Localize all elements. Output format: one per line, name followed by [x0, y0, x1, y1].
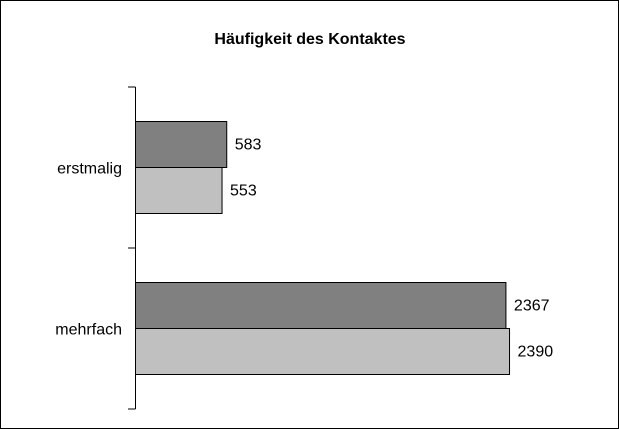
- value-label: 553: [230, 183, 257, 200]
- y-tick-label: erstmalig: [57, 161, 122, 178]
- bar: [135, 282, 507, 329]
- value-label: 2390: [518, 344, 554, 361]
- chart-title: Häufigkeit des Kontaktes: [214, 31, 405, 48]
- bar: [135, 167, 223, 214]
- value-label: 2367: [514, 298, 550, 315]
- bar: [135, 121, 228, 168]
- bar: [135, 328, 511, 375]
- y-tick-label: mehrfach: [55, 322, 122, 339]
- value-label: 583: [235, 137, 262, 154]
